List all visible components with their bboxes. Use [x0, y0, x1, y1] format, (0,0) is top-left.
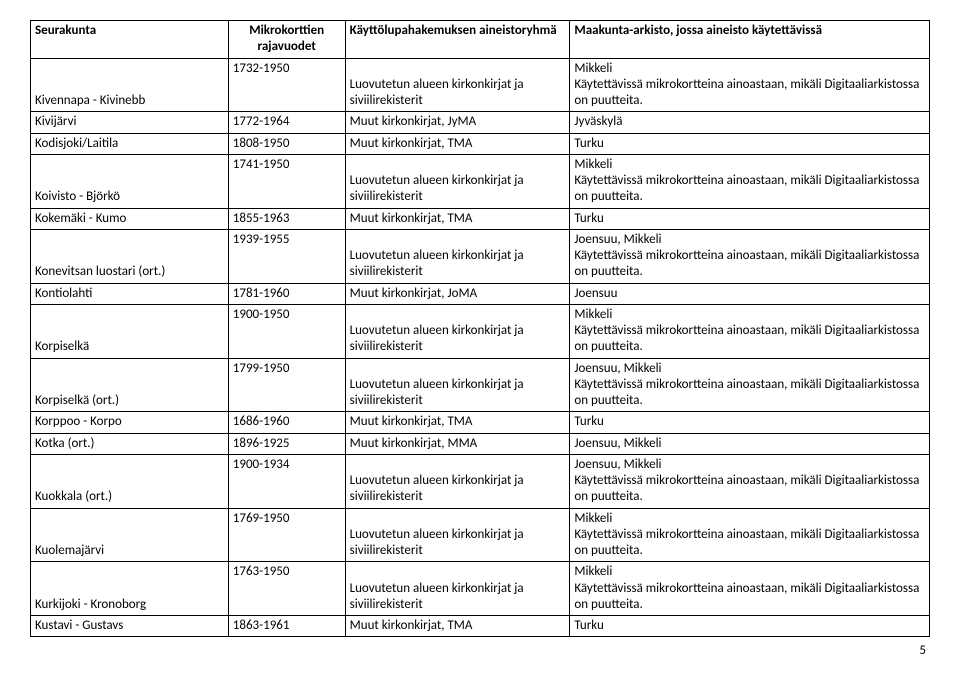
- cell-c3: Muut kirkonkirjat, MMA: [345, 433, 570, 454]
- table-row: Kurkijoki - Kronoborg1763-1950Luovutetun…: [31, 562, 930, 616]
- cell-c4: Turku: [570, 616, 930, 637]
- table-row: Koivisto - Björkö1741-1950Luovutetun alu…: [31, 154, 930, 208]
- cell-c3: Muut kirkonkirjat, TMA: [345, 133, 570, 154]
- cell-c1: Korpiselkä (ort.): [31, 358, 229, 412]
- table-row: Kivennapa - Kivinebb1732-1950Luovutetun …: [31, 58, 930, 112]
- page-number: 5: [30, 643, 930, 658]
- cell-c3: Muut kirkonkirjat, TMA: [345, 412, 570, 433]
- table-row: Kontiolahti1781-1960Muut kirkonkirjat, J…: [31, 283, 930, 304]
- cell-c3: Muut kirkonkirjat, TMA: [345, 208, 570, 229]
- header-rajavuodet: Mikrokorttien rajavuodet: [228, 21, 345, 59]
- cell-c2: 1732-1950: [228, 58, 345, 112]
- cell-c2: 1939-1955: [228, 229, 345, 283]
- cell-c1: Kustavi - Gustavs: [31, 616, 229, 637]
- cell-c1: Kuokkala (ort.): [31, 454, 229, 508]
- cell-c4: Turku: [570, 133, 930, 154]
- cell-c3: Luovutetun alueen kirkonkirjat ja siviil…: [345, 508, 570, 562]
- cell-c1: Kurkijoki - Kronoborg: [31, 562, 229, 616]
- cell-c4: Joensuu, Mikkeli: [570, 433, 930, 454]
- cell-c4: Turku: [570, 208, 930, 229]
- cell-c1: Koivisto - Björkö: [31, 154, 229, 208]
- cell-c1: Kokemäki - Kumo: [31, 208, 229, 229]
- cell-c1: Konevitsan luostari (ort.): [31, 229, 229, 283]
- cell-c1: Kotka (ort.): [31, 433, 229, 454]
- cell-c4: MikkeliKäytettävissä mikrokortteina aino…: [570, 154, 930, 208]
- table-row: Kodisjoki/Laitila1808-1950Muut kirkonkir…: [31, 133, 930, 154]
- cell-c2: 1763-1950: [228, 562, 345, 616]
- cell-c3: Muut kirkonkirjat, JoMA: [345, 283, 570, 304]
- cell-c1: Kodisjoki/Laitila: [31, 133, 229, 154]
- cell-c2: 1769-1950: [228, 508, 345, 562]
- cell-c2: 1900-1934: [228, 454, 345, 508]
- cell-c2: 1808-1950: [228, 133, 345, 154]
- cell-c4: MikkeliKäytettävissä mikrokortteina aino…: [570, 304, 930, 358]
- cell-c1: Korpiselkä: [31, 304, 229, 358]
- cell-c4: Joensuu, MikkeliKäytettävissä mikrokortt…: [570, 229, 930, 283]
- cell-c4: MikkeliKäytettävissä mikrokortteina aino…: [570, 562, 930, 616]
- table-row: Korpiselkä (ort.)1799-1950Luovutetun alu…: [31, 358, 930, 412]
- table-header-row: Seurakunta Mikrokorttien rajavuodet Käyt…: [31, 21, 930, 59]
- cell-c1: Kivijärvi: [31, 112, 229, 133]
- header-seurakunta: Seurakunta: [31, 21, 229, 59]
- cell-c2: 1781-1960: [228, 283, 345, 304]
- cell-c3: Luovutetun alueen kirkonkirjat ja siviil…: [345, 58, 570, 112]
- table-row: Konevitsan luostari (ort.)1939-1955Luovu…: [31, 229, 930, 283]
- cell-c4: Joensuu, MikkeliKäytettävissä mikrokortt…: [570, 454, 930, 508]
- table-row: Kuokkala (ort.)1900-1934Luovutetun aluee…: [31, 454, 930, 508]
- table-row: Kokemäki - Kumo1855-1963Muut kirkonkirja…: [31, 208, 930, 229]
- cell-c3: Luovutetun alueen kirkonkirjat ja siviil…: [345, 562, 570, 616]
- cell-c2: 1855-1963: [228, 208, 345, 229]
- table-row: Kustavi - Gustavs1863-1961Muut kirkonkir…: [31, 616, 930, 637]
- cell-c4: MikkeliKäytettävissä mikrokortteina aino…: [570, 58, 930, 112]
- header-aineistoryhma: Käyttölupahakemuksen aineistoryhmä: [345, 21, 570, 59]
- cell-c4: Turku: [570, 412, 930, 433]
- cell-c4: Joensuu, MikkeliKäytettävissä mikrokortt…: [570, 358, 930, 412]
- cell-c2: 1772-1964: [228, 112, 345, 133]
- cell-c1: Kuolemajärvi: [31, 508, 229, 562]
- cell-c3: Luovutetun alueen kirkonkirjat ja siviil…: [345, 229, 570, 283]
- cell-c2: 1863-1961: [228, 616, 345, 637]
- cell-c2: 1686-1960: [228, 412, 345, 433]
- cell-c3: Luovutetun alueen kirkonkirjat ja siviil…: [345, 304, 570, 358]
- cell-c2: 1896-1925: [228, 433, 345, 454]
- cell-c1: Kivennapa - Kivinebb: [31, 58, 229, 112]
- cell-c3: Luovutetun alueen kirkonkirjat ja siviil…: [345, 358, 570, 412]
- table-row: Korpiselkä1900-1950Luovutetun alueen kir…: [31, 304, 930, 358]
- cell-c3: Muut kirkonkirjat, JyMA: [345, 112, 570, 133]
- table-row: Korppoo - Korpo1686-1960Muut kirkonkirja…: [31, 412, 930, 433]
- table-row: Kivijärvi1772-1964Muut kirkonkirjat, JyM…: [31, 112, 930, 133]
- cell-c3: Muut kirkonkirjat, TMA: [345, 616, 570, 637]
- cell-c2: 1741-1950: [228, 154, 345, 208]
- cell-c2: 1900-1950: [228, 304, 345, 358]
- cell-c2: 1799-1950: [228, 358, 345, 412]
- header-maakunta-arkisto: Maakunta-arkisto, jossa aineisto käytett…: [570, 21, 930, 59]
- cell-c3: Luovutetun alueen kirkonkirjat ja siviil…: [345, 454, 570, 508]
- cell-c1: Kontiolahti: [31, 283, 229, 304]
- cell-c3: Luovutetun alueen kirkonkirjat ja siviil…: [345, 154, 570, 208]
- cell-c4: Joensuu: [570, 283, 930, 304]
- cell-c4: MikkeliKäytettävissä mikrokortteina aino…: [570, 508, 930, 562]
- data-table: Seurakunta Mikrokorttien rajavuodet Käyt…: [30, 20, 930, 637]
- cell-c4: Jyväskylä: [570, 112, 930, 133]
- table-row: Kotka (ort.)1896-1925Muut kirkonkirjat, …: [31, 433, 930, 454]
- cell-c1: Korppoo - Korpo: [31, 412, 229, 433]
- table-row: Kuolemajärvi1769-1950Luovutetun alueen k…: [31, 508, 930, 562]
